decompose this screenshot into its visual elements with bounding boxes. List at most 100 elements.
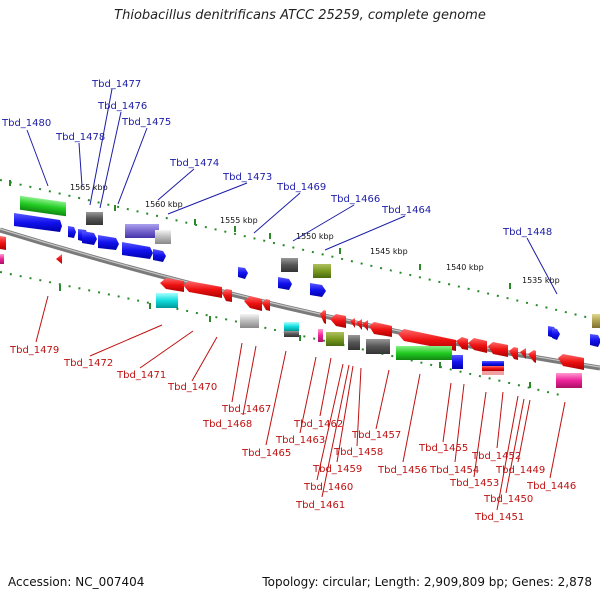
gene-label-tbd-1446[interactable]: Tbd_1446 [526, 481, 576, 492]
gene-tbd-1472 [160, 278, 184, 292]
gene-tbd-1462 [330, 314, 346, 328]
upper-connectors [26, 88, 558, 295]
gene-label-tbd-1472[interactable]: Tbd_1472 [63, 358, 113, 369]
gene-tbd-1453 [488, 342, 508, 357]
gene-label-tbd-1461[interactable]: Tbd_1461 [295, 500, 345, 511]
gene-tbd-1463b [318, 329, 323, 342]
gene-tbd-1473 [122, 242, 153, 259]
gene-label-tbd-1458[interactable]: Tbd_1458 [333, 447, 383, 458]
gene-label-tbd-1466[interactable]: Tbd_1466 [330, 194, 380, 205]
forward-genes [14, 195, 600, 347]
gene-label-tbd-1457[interactable]: Tbd_1457 [351, 430, 401, 441]
gene-tbd-1469 [238, 267, 248, 279]
gene-label-tbd-1476[interactable]: Tbd_1476 [97, 101, 147, 112]
gene-tbd-1448b [552, 328, 560, 340]
gene-tbd-1452 [509, 347, 518, 360]
gene-label-tbd-1475[interactable]: Tbd_1475 [121, 117, 171, 128]
lower-connectors [35, 295, 566, 511]
gene-label-tbd-1456[interactable]: Tbd_1456 [377, 465, 427, 476]
gene-label-tbd-1462[interactable]: Tbd_1462 [293, 419, 343, 430]
kbp-label: 1555 kbp [220, 216, 258, 225]
gene-tbd-1473b [153, 249, 166, 262]
gene-label-tbd-1470[interactable]: Tbd_1470 [167, 382, 217, 393]
kbp-label: 1560 kbp [145, 200, 183, 209]
gene-label-tbd-1467[interactable]: Tbd_1467 [221, 404, 271, 415]
gene-tbd-1462b [350, 318, 355, 328]
gene-label-tbd-1478[interactable]: Tbd_1478 [55, 132, 105, 143]
gene-label-tbd-1448[interactable]: Tbd_1448 [502, 227, 552, 238]
gene-tbd-1460 [362, 320, 368, 331]
gene-tbd-1475 [98, 235, 119, 250]
gene-tbd-1468b [240, 314, 259, 328]
gene-tbd-1461 [356, 319, 362, 330]
gene-tbd-1476b [82, 231, 97, 245]
gene-label-tbd-1474[interactable]: Tbd_1474 [169, 158, 219, 169]
gene-tbd-1453b [482, 361, 504, 366]
gene-tbd-1446 [558, 354, 584, 370]
gene-tbd-1458 [348, 335, 360, 350]
kbp-label: 1535 kbp [522, 276, 560, 285]
gene-label-tbd-1471[interactable]: Tbd_1471 [116, 370, 166, 381]
kbp-label: 1545 kbp [370, 247, 408, 256]
topology-text: Topology: circular; Length: 2,909,809 bp… [262, 575, 592, 589]
gene-label-tbd-1473[interactable]: Tbd_1473 [222, 172, 272, 183]
gene-label-tbd-1455[interactable]: Tbd_1455 [418, 443, 468, 454]
gene-label-tbd-1464[interactable]: Tbd_1464 [381, 205, 431, 216]
gene-label-tbd-1479[interactable]: Tbd_1479 [9, 345, 59, 356]
gene-label-tbd-1460[interactable]: Tbd_1460 [303, 482, 353, 493]
gene-edge-b [0, 254, 4, 264]
gene-tbd-1471 [183, 281, 222, 298]
gene-tbd-1455 [456, 337, 468, 350]
gene-tbd-1454 [468, 338, 487, 353]
gene-tbd-1456b [396, 346, 452, 360]
gene-label-tbd-1469[interactable]: Tbd_1469 [276, 182, 326, 193]
gene-label-tbd-1465[interactable]: Tbd_1465 [241, 448, 291, 459]
gene-edge [0, 236, 6, 250]
gene-tbd-1449 [528, 350, 536, 363]
gene-label-tbd-1451[interactable]: Tbd_1451 [474, 512, 524, 523]
accession-text: Accession: NC_007404 [8, 575, 145, 589]
gene-tbd-1456 [398, 329, 456, 351]
gene-tbd-1465 [284, 322, 299, 331]
gene-tbd-1463 [320, 310, 326, 324]
gene-label-tbd-1453[interactable]: Tbd_1453 [449, 478, 499, 489]
gene-tbd-1468 [244, 296, 262, 311]
gene-tbd-1478 [14, 213, 62, 232]
gene-tbd-1446b [556, 373, 582, 388]
gene-label-tbd-1450[interactable]: Tbd_1450 [483, 494, 533, 505]
gene-tbd-1459 [369, 322, 392, 337]
lower-scale-track [0, 271, 561, 396]
gene-tbd-1465b [284, 331, 299, 337]
gene-tbd-1453c [482, 366, 504, 371]
gene-tbd-1471b [222, 289, 232, 302]
gene-label-tbd-1463[interactable]: Tbd_1463 [275, 435, 325, 446]
kbp-label: 1565 kbp [70, 183, 108, 192]
upper-major-ticks [9, 180, 511, 289]
upper-scale-track [0, 179, 591, 319]
gene-label-tbd-1449[interactable]: Tbd_1449 [495, 465, 545, 476]
genome-backbone [0, 227, 600, 371]
gene-tbd-1447 [592, 314, 600, 328]
gene-tbd-1470 [156, 293, 178, 308]
gene-tbd-1480 [20, 195, 66, 217]
map-title: Thiobacillus denitrificans ATCC 25259, c… [114, 8, 486, 23]
gene-label-tbd-1452[interactable]: Tbd_1452 [471, 451, 521, 462]
gene-label-tbd-1459[interactable]: Tbd_1459 [312, 464, 362, 475]
gene-tbd-1445 [590, 334, 600, 347]
gene-tbd-1478b [86, 212, 103, 225]
kbp-label: 1550 kbp [296, 232, 334, 241]
gene-label-tbd-1468[interactable]: Tbd_1468 [202, 419, 252, 430]
gene-tbd-1474b [155, 230, 171, 244]
kbp-label: 1540 kbp [446, 263, 484, 272]
gene-tbd-1464b [310, 283, 326, 297]
gene-label-tbd-1454[interactable]: Tbd_1454 [429, 465, 479, 476]
gene-tbd-1466b [278, 277, 292, 290]
gene-tbd-1453d [482, 371, 504, 375]
gene-tbd-1457 [366, 339, 390, 354]
gene-label-tbd-1477[interactable]: Tbd_1477 [91, 79, 141, 90]
gene-tbd-1477 [68, 226, 76, 238]
gene-label-tbd-1480[interactable]: Tbd_1480 [1, 118, 51, 129]
gene-tbd-1479 [56, 254, 62, 264]
gene-tbd-1450 [520, 348, 526, 359]
